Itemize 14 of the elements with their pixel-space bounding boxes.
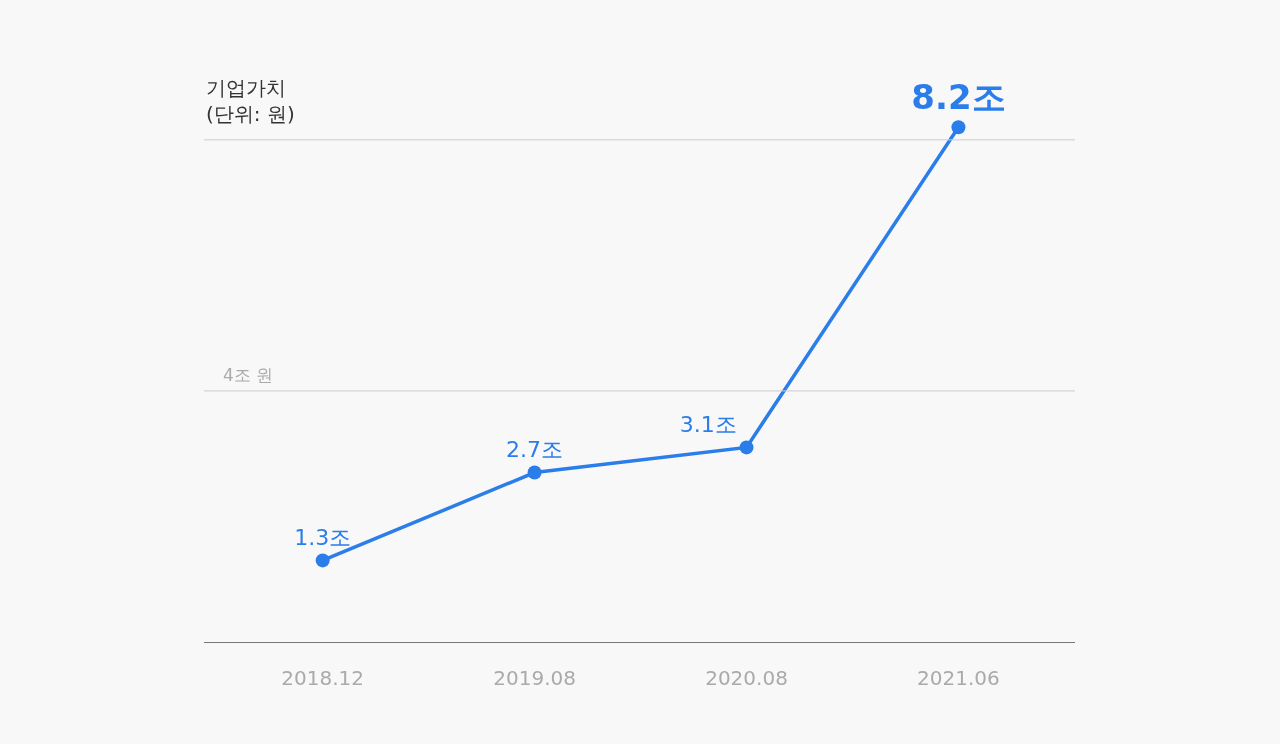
point [951, 120, 966, 135]
point [527, 465, 542, 480]
y-axis-title: 기업가치 (단위: 원) [206, 76, 295, 126]
x-tick-label: 2021.06 [917, 666, 1000, 690]
x-tick-label: 2019.08 [493, 666, 576, 690]
data-label: 3.1조 [679, 412, 737, 438]
point [315, 553, 330, 568]
x-tick-label: 2018.12 [281, 666, 365, 690]
point [739, 440, 754, 455]
data-label: 8.2조 [911, 77, 1006, 118]
data-label: 1.3조 [294, 525, 352, 551]
data-label: 2.7조 [506, 437, 564, 463]
ref-line-label: 4조 원 [223, 365, 274, 385]
x-tick-label: 2020.08 [705, 666, 788, 690]
